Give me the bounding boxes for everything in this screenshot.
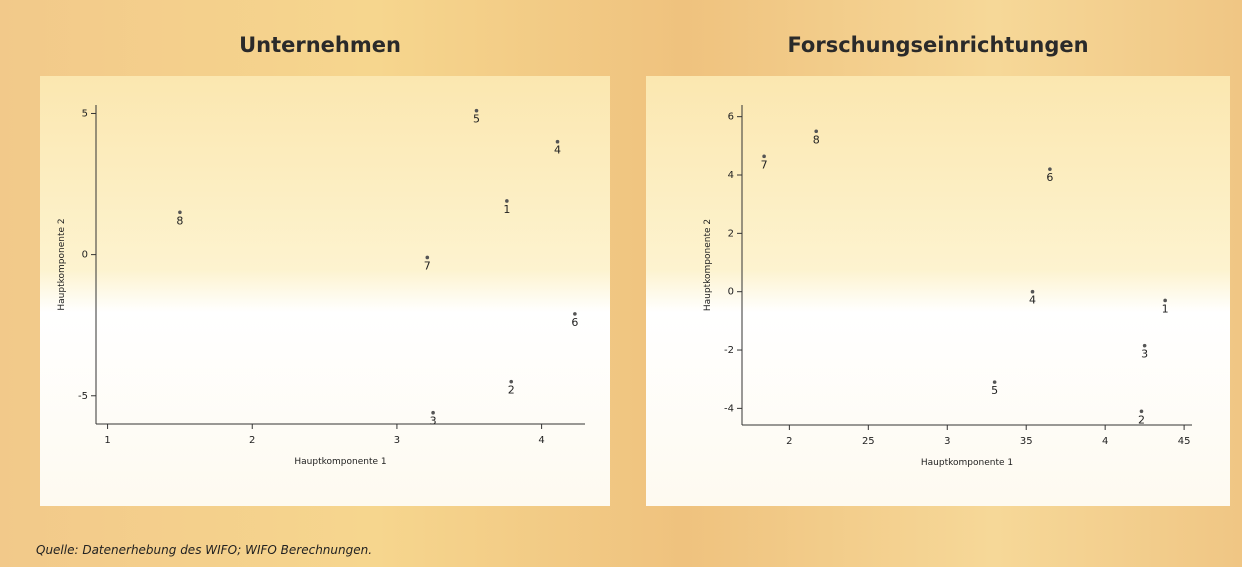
point [505, 199, 509, 203]
x-axis-label: Hauptkomponente 1 [294, 457, 386, 467]
chart-title: Unternehmen [239, 33, 401, 57]
point [1139, 409, 1144, 414]
point-label: 2 [1138, 413, 1145, 426]
point-label: 8 [813, 133, 820, 146]
x-tick-label: 4 [538, 435, 544, 446]
point [1142, 343, 1147, 348]
y-tick-label: -2 [724, 345, 734, 356]
point [573, 312, 577, 316]
y-tick-label: -5 [78, 391, 88, 402]
point-label: 3 [1141, 348, 1148, 361]
x-tick-label: 2 [249, 435, 255, 446]
point [1048, 167, 1052, 171]
point [1030, 289, 1035, 294]
panel [646, 76, 1230, 506]
x-tick-label: 4 [1102, 436, 1108, 447]
panel [40, 76, 610, 506]
y-tick-label: 6 [728, 112, 734, 123]
y-tick-label: 5 [82, 108, 88, 119]
x-axis-label: Hauptkomponente 1 [921, 458, 1013, 468]
point-label: 8 [176, 214, 183, 227]
point [1163, 298, 1167, 303]
point-label: 2 [508, 384, 515, 397]
point-label: 5 [991, 384, 998, 397]
point-label: 6 [571, 316, 578, 329]
x-tick-label: 45 [1178, 436, 1191, 447]
point-label: 4 [1029, 294, 1036, 307]
y-tick-label: 0 [728, 287, 734, 298]
x-tick-label: 25 [862, 436, 875, 447]
x-tick-label: 3 [944, 436, 950, 447]
x-tick-label: 3 [394, 435, 400, 446]
point [431, 410, 435, 415]
point [474, 108, 479, 113]
y-tick-label: 4 [728, 170, 734, 181]
chart-title: Forschungseinrichtungen [787, 33, 1088, 57]
point-label: 7 [424, 259, 431, 272]
point [509, 379, 514, 384]
point [992, 380, 997, 384]
y-tick-label: 2 [728, 228, 734, 239]
point-label: 3 [430, 415, 437, 428]
point [814, 129, 819, 134]
x-tick-label: 35 [1020, 436, 1033, 447]
y-axis-label: Hauptkomponente 2 [57, 218, 67, 310]
source-note: Quelle: Datenerhebung des WIFO; WIFO Ber… [36, 543, 372, 557]
point [425, 255, 430, 260]
y-tick-label: 0 [82, 250, 88, 261]
point [762, 154, 766, 159]
point-label: 4 [554, 144, 561, 157]
x-tick-label: 1 [104, 435, 110, 446]
point [178, 210, 182, 215]
point [555, 139, 560, 144]
y-tick-label: -4 [724, 403, 734, 414]
point-label: 1 [503, 203, 510, 216]
x-tick-label: 2 [786, 436, 792, 447]
point-label: 7 [761, 158, 768, 171]
point-label: 5 [473, 113, 480, 126]
y-axis-label: Hauptkomponente 2 [703, 219, 713, 311]
point-label: 1 [1162, 302, 1169, 315]
point-label: 6 [1046, 171, 1053, 184]
